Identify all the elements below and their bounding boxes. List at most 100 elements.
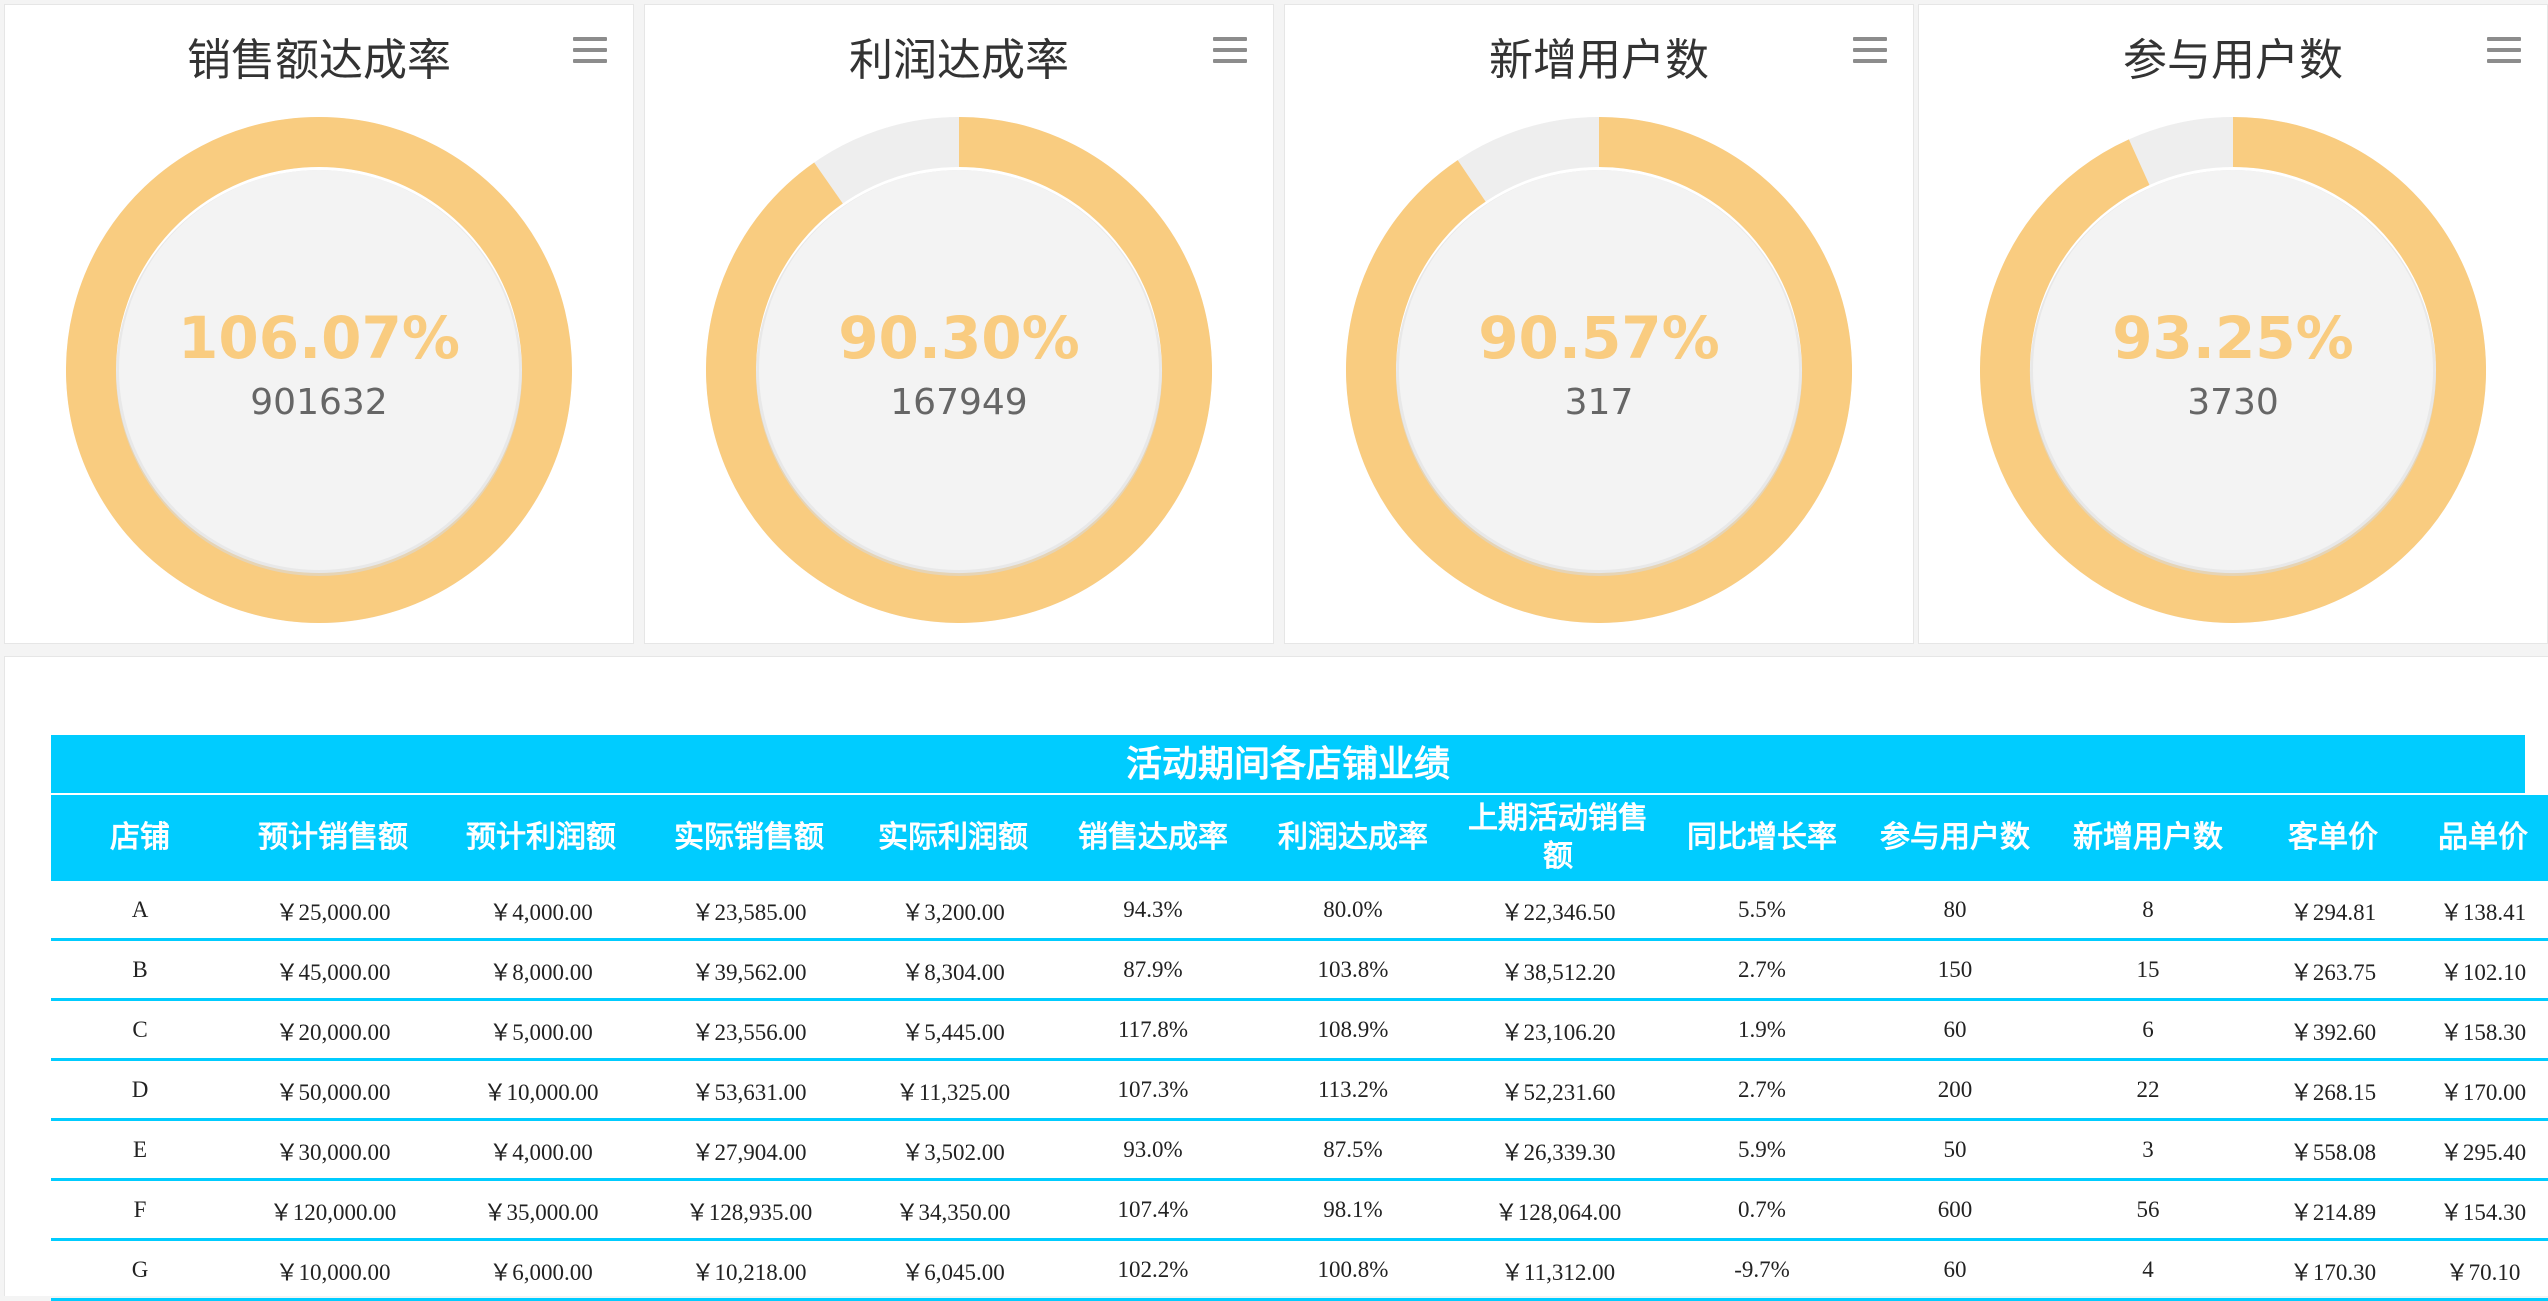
table-cell: ￥34,350.00 (853, 1179, 1053, 1241)
table-cell: ￥30,000.00 (229, 1119, 437, 1181)
table-cell: ￥23,585.00 (645, 881, 853, 941)
gauge-card: 参与用户数 93.25% 3730 (1918, 4, 2548, 644)
gauge-progress-arc (706, 117, 1212, 623)
table-cell: A (51, 881, 229, 941)
table-cell: 5.9% (1663, 1119, 1861, 1181)
store-performance-table: 店铺 预计销售额 预计利润额 实际销售额 实际利润额 销售达成率 利润达成率 上期活动销售额同… (51, 795, 2548, 1301)
table-cell: ￥8,304.00 (853, 939, 1053, 1001)
table-title: 活动期间各店铺业绩 (51, 735, 2525, 795)
gauge-card: 新增用户数 90.57% 317 (1284, 4, 1914, 644)
table-cell: 108.9% (1253, 999, 1453, 1061)
table-cell: 94.3% (1053, 881, 1253, 941)
gauge-progress-arc (66, 117, 572, 623)
table-cell: ￥20,000.00 (229, 999, 437, 1061)
gauge-svg (706, 117, 1212, 623)
table-cell: 6 (2049, 999, 2247, 1061)
column-header[interactable]: 利润达成率 (1253, 795, 1453, 881)
column-header[interactable]: 参与用户数 (1861, 795, 2049, 881)
table-cell: F (51, 1179, 229, 1241)
table-cell: 150 (1861, 939, 2049, 1001)
table-cell: 103.8% (1253, 939, 1453, 1001)
table-cell: 98.1% (1253, 1179, 1453, 1241)
table-cell: D (51, 1059, 229, 1121)
gauge-percent: 90.57% (1478, 304, 1720, 372)
gauge-ring: 93.25% 3730 (1980, 117, 2486, 623)
table-cell: C (51, 999, 229, 1061)
hamburger-menu-icon[interactable] (573, 37, 607, 63)
table-cell: ￥53,631.00 (645, 1059, 853, 1121)
table-cell: 8 (2049, 881, 2247, 941)
table-cell: 5.5% (1663, 881, 1861, 941)
table-cell: ￥4,000.00 (437, 1119, 645, 1181)
table-cell: 107.3% (1053, 1059, 1253, 1121)
table-cell: ￥35,000.00 (437, 1179, 645, 1241)
table-cell: 87.9% (1053, 939, 1253, 1001)
table-row: D ￥50,000.00 ￥10,000.00 ￥53,631.00 ￥11,325.0… (51, 1059, 2548, 1121)
table-cell: ￥128,935.00 (645, 1179, 853, 1241)
hamburger-menu-icon[interactable] (2487, 37, 2521, 63)
table-cell: E (51, 1119, 229, 1181)
table-cell: ￥25,000.00 (229, 881, 437, 941)
table-body: A ￥25,000.00 ￥4,000.00 ￥23,585.00 ￥3,200.00 9… (51, 881, 2548, 1301)
column-header[interactable]: 新增用户数 (2049, 795, 2247, 881)
table-cell: ￥295.40 (2419, 1119, 2547, 1181)
table-cell: ￥26,339.30 (1453, 1119, 1663, 1181)
table-cell: 4 (2049, 1239, 2247, 1301)
table-cell: ￥6,045.00 (853, 1239, 1053, 1301)
table-cell: ￥102.10 (2419, 939, 2547, 1001)
table-cell: 50 (1861, 1119, 2049, 1181)
table-cell: 22 (2049, 1059, 2247, 1121)
table-cell: 107.4% (1053, 1179, 1253, 1241)
table-cell: 100.8% (1253, 1239, 1453, 1301)
hamburger-menu-icon[interactable] (1853, 37, 1887, 63)
table-row: G ￥10,000.00 ￥6,000.00 ￥10,218.00 ￥6,045.00 1… (51, 1239, 2548, 1301)
column-header[interactable]: 客单价 (2247, 795, 2419, 881)
gauge-center (2033, 170, 2433, 570)
table-cell: ￥3,200.00 (853, 881, 1053, 941)
table-cell: ￥50,000.00 (229, 1059, 437, 1121)
column-header[interactable]: 实际销售额 (645, 795, 853, 881)
table-header-row: 店铺 预计销售额 预计利润额 实际销售额 实际利润额 销售达成率 利润达成率 上期活动销售额同… (51, 795, 2548, 881)
table-cell: ￥4,000.00 (437, 881, 645, 941)
table-cell: ￥120,000.00 (229, 1179, 437, 1241)
table-cell: ￥268.15 (2247, 1059, 2419, 1121)
table-cell: ￥170.00 (2419, 1059, 2547, 1121)
gauge-value: 317 (1564, 382, 1634, 423)
table-cell: 60 (1861, 999, 2049, 1061)
gauge-card: 利润达成率 90.30% 167949 (644, 4, 1274, 644)
table-row: E ￥30,000.00 ￥4,000.00 ￥27,904.00 ￥3,502.00 9… (51, 1119, 2548, 1181)
table-cell: G (51, 1239, 229, 1301)
table-cell: ￥10,000.00 (229, 1239, 437, 1301)
column-header[interactable]: 销售达成率 (1053, 795, 1253, 881)
column-header[interactable]: 店铺 (51, 795, 229, 881)
table-cell: ￥38,512.20 (1453, 939, 1663, 1001)
column-header[interactable]: 上期活动销售额 (1453, 795, 1663, 881)
table-cell: ￥45,000.00 (229, 939, 437, 1001)
gauge-center (759, 170, 1159, 570)
table-cell: ￥23,106.20 (1453, 999, 1663, 1061)
table-cell: 87.5% (1253, 1119, 1453, 1181)
table-cell: 2.7% (1663, 939, 1861, 1001)
gauge-center (119, 170, 519, 570)
table-cell: ￥558.08 (2247, 1119, 2419, 1181)
gauge-svg (66, 117, 572, 623)
table-cell: 15 (2049, 939, 2247, 1001)
hamburger-menu-icon[interactable] (1213, 37, 1247, 63)
gauge-percent: 93.25% (2112, 304, 2354, 372)
column-header[interactable]: 预计销售额 (229, 795, 437, 881)
table-cell: ￥70.10 (2419, 1239, 2547, 1301)
column-header[interactable]: 同比增长率 (1663, 795, 1861, 881)
table-row: F ￥120,000.00 ￥35,000.00 ￥128,935.00 ￥34,350… (51, 1179, 2548, 1241)
table-cell: ￥39,562.00 (645, 939, 853, 1001)
gauge-percent: 106.07% (178, 304, 460, 372)
gauge-progress-arc (1346, 117, 1852, 623)
table-cell: ￥154.30 (2419, 1179, 2547, 1241)
column-header[interactable]: 品单价 (2419, 795, 2547, 881)
gauge-svg (1346, 117, 1852, 623)
table-cell: ￥10,218.00 (645, 1239, 853, 1301)
table-cell: ￥294.81 (2247, 881, 2419, 941)
table-row: C ￥20,000.00 ￥5,000.00 ￥23,556.00 ￥5,445.00 1… (51, 999, 2548, 1061)
column-header[interactable]: 实际利润额 (853, 795, 1053, 881)
table-cell: 56 (2049, 1179, 2247, 1241)
column-header[interactable]: 预计利润额 (437, 795, 645, 881)
